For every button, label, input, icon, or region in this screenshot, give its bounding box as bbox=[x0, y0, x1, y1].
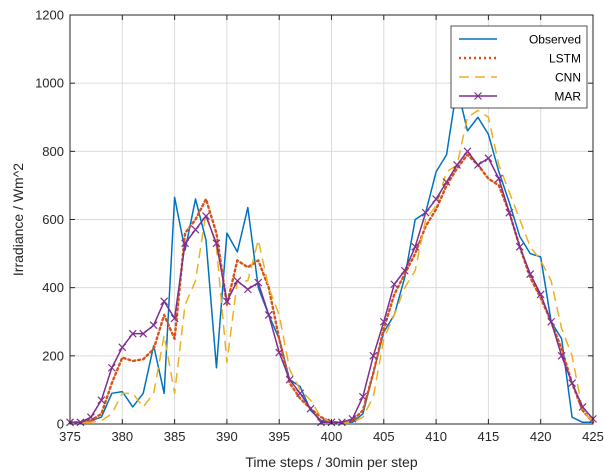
legend-entry-lstm: LSTM bbox=[459, 52, 581, 66]
data-point-marker bbox=[432, 195, 441, 203]
x-tick-label: 400 bbox=[321, 429, 343, 444]
x-tick-label: 385 bbox=[164, 429, 186, 444]
data-point-marker bbox=[348, 414, 357, 423]
y-tick-label: 600 bbox=[42, 212, 64, 227]
axis-ticks: 375 380 385 390 395 400 405 410 415 420 425 0 200 400… bbox=[35, 8, 604, 445]
y-tick-label: 400 bbox=[42, 280, 64, 295]
data-point-marker bbox=[149, 321, 158, 330]
x-tick-label: 425 bbox=[582, 429, 604, 444]
x-tick-label: 380 bbox=[111, 429, 133, 444]
data-point-marker bbox=[526, 270, 535, 278]
data-point-marker bbox=[390, 280, 399, 289]
x-axis-label: Time steps / 30min per step bbox=[245, 454, 417, 470]
legend-label: MAR bbox=[554, 90, 581, 104]
data-point-marker bbox=[97, 396, 106, 405]
x-tick-label: 415 bbox=[478, 429, 500, 444]
data-point-marker bbox=[338, 418, 346, 427]
x-tick-label: 395 bbox=[268, 429, 290, 444]
data-point-marker bbox=[515, 242, 524, 251]
data-point-marker bbox=[578, 403, 587, 411]
data-point-marker bbox=[296, 389, 305, 398]
x-tick-label: 405 bbox=[373, 429, 395, 444]
data-point-marker bbox=[212, 239, 221, 248]
x-tick-label: 420 bbox=[530, 429, 552, 444]
data-point-marker bbox=[139, 329, 148, 338]
x-tick-label: 410 bbox=[425, 429, 447, 444]
data-point-marker bbox=[474, 161, 482, 169]
y-axis-label: Irradiance / Wm^2 bbox=[10, 163, 26, 276]
data-point-marker bbox=[317, 418, 325, 427]
data-point-marker bbox=[411, 242, 420, 251]
data-point-marker bbox=[547, 317, 556, 326]
data-point-marker bbox=[306, 404, 315, 413]
legend-label: Observed bbox=[529, 33, 581, 47]
legend-entry-cnn: CNN bbox=[459, 71, 581, 85]
data-point-marker bbox=[107, 363, 116, 372]
data-point-marker bbox=[536, 290, 545, 299]
data-point-marker bbox=[264, 311, 273, 319]
data-point-marker bbox=[453, 161, 461, 169]
legend-label: CNN bbox=[555, 71, 581, 85]
data-point-marker bbox=[128, 329, 137, 338]
data-point-marker bbox=[369, 351, 378, 360]
series-markers-mar bbox=[66, 147, 597, 427]
legend-marker bbox=[474, 92, 482, 100]
x-tick-label: 375 bbox=[59, 429, 81, 444]
data-point-marker bbox=[191, 225, 200, 234]
data-point-marker bbox=[442, 178, 451, 186]
legend-entry-mar: MAR bbox=[459, 90, 581, 104]
data-point-marker bbox=[421, 208, 430, 217]
data-point-marker bbox=[243, 285, 252, 294]
data-point-marker bbox=[160, 297, 169, 306]
data-point-marker bbox=[484, 154, 493, 163]
data-point-marker bbox=[76, 418, 85, 427]
data-point-marker bbox=[379, 317, 388, 326]
y-tick-label: 200 bbox=[42, 348, 64, 363]
data-point-marker bbox=[202, 212, 210, 221]
data-point-marker bbox=[86, 413, 95, 422]
data-point-marker bbox=[254, 278, 263, 287]
data-point-marker bbox=[568, 379, 577, 388]
legend: Observed LSTM CNN MAR bbox=[450, 25, 588, 109]
y-tick-label: 0 bbox=[57, 417, 64, 432]
data-point-marker bbox=[463, 147, 472, 156]
data-point-marker bbox=[400, 266, 409, 275]
data-point-marker bbox=[233, 276, 242, 285]
data-point-marker bbox=[118, 343, 127, 352]
y-tick-label: 1000 bbox=[35, 76, 64, 91]
legend-label: LSTM bbox=[549, 52, 581, 66]
y-tick-label: 1200 bbox=[35, 8, 64, 23]
x-tick-label: 390 bbox=[216, 429, 238, 444]
data-point-marker bbox=[358, 392, 367, 401]
data-point-marker bbox=[222, 297, 231, 306]
data-point-marker bbox=[170, 314, 179, 323]
y-tick-label: 800 bbox=[42, 144, 64, 159]
data-point-marker bbox=[285, 375, 294, 384]
legend-entry-observed: Observed bbox=[459, 33, 581, 47]
data-point-marker bbox=[557, 351, 566, 360]
data-point-marker bbox=[505, 208, 514, 217]
data-point-marker bbox=[181, 239, 189, 248]
data-point-marker bbox=[494, 174, 503, 183]
data-point-marker bbox=[275, 348, 284, 357]
